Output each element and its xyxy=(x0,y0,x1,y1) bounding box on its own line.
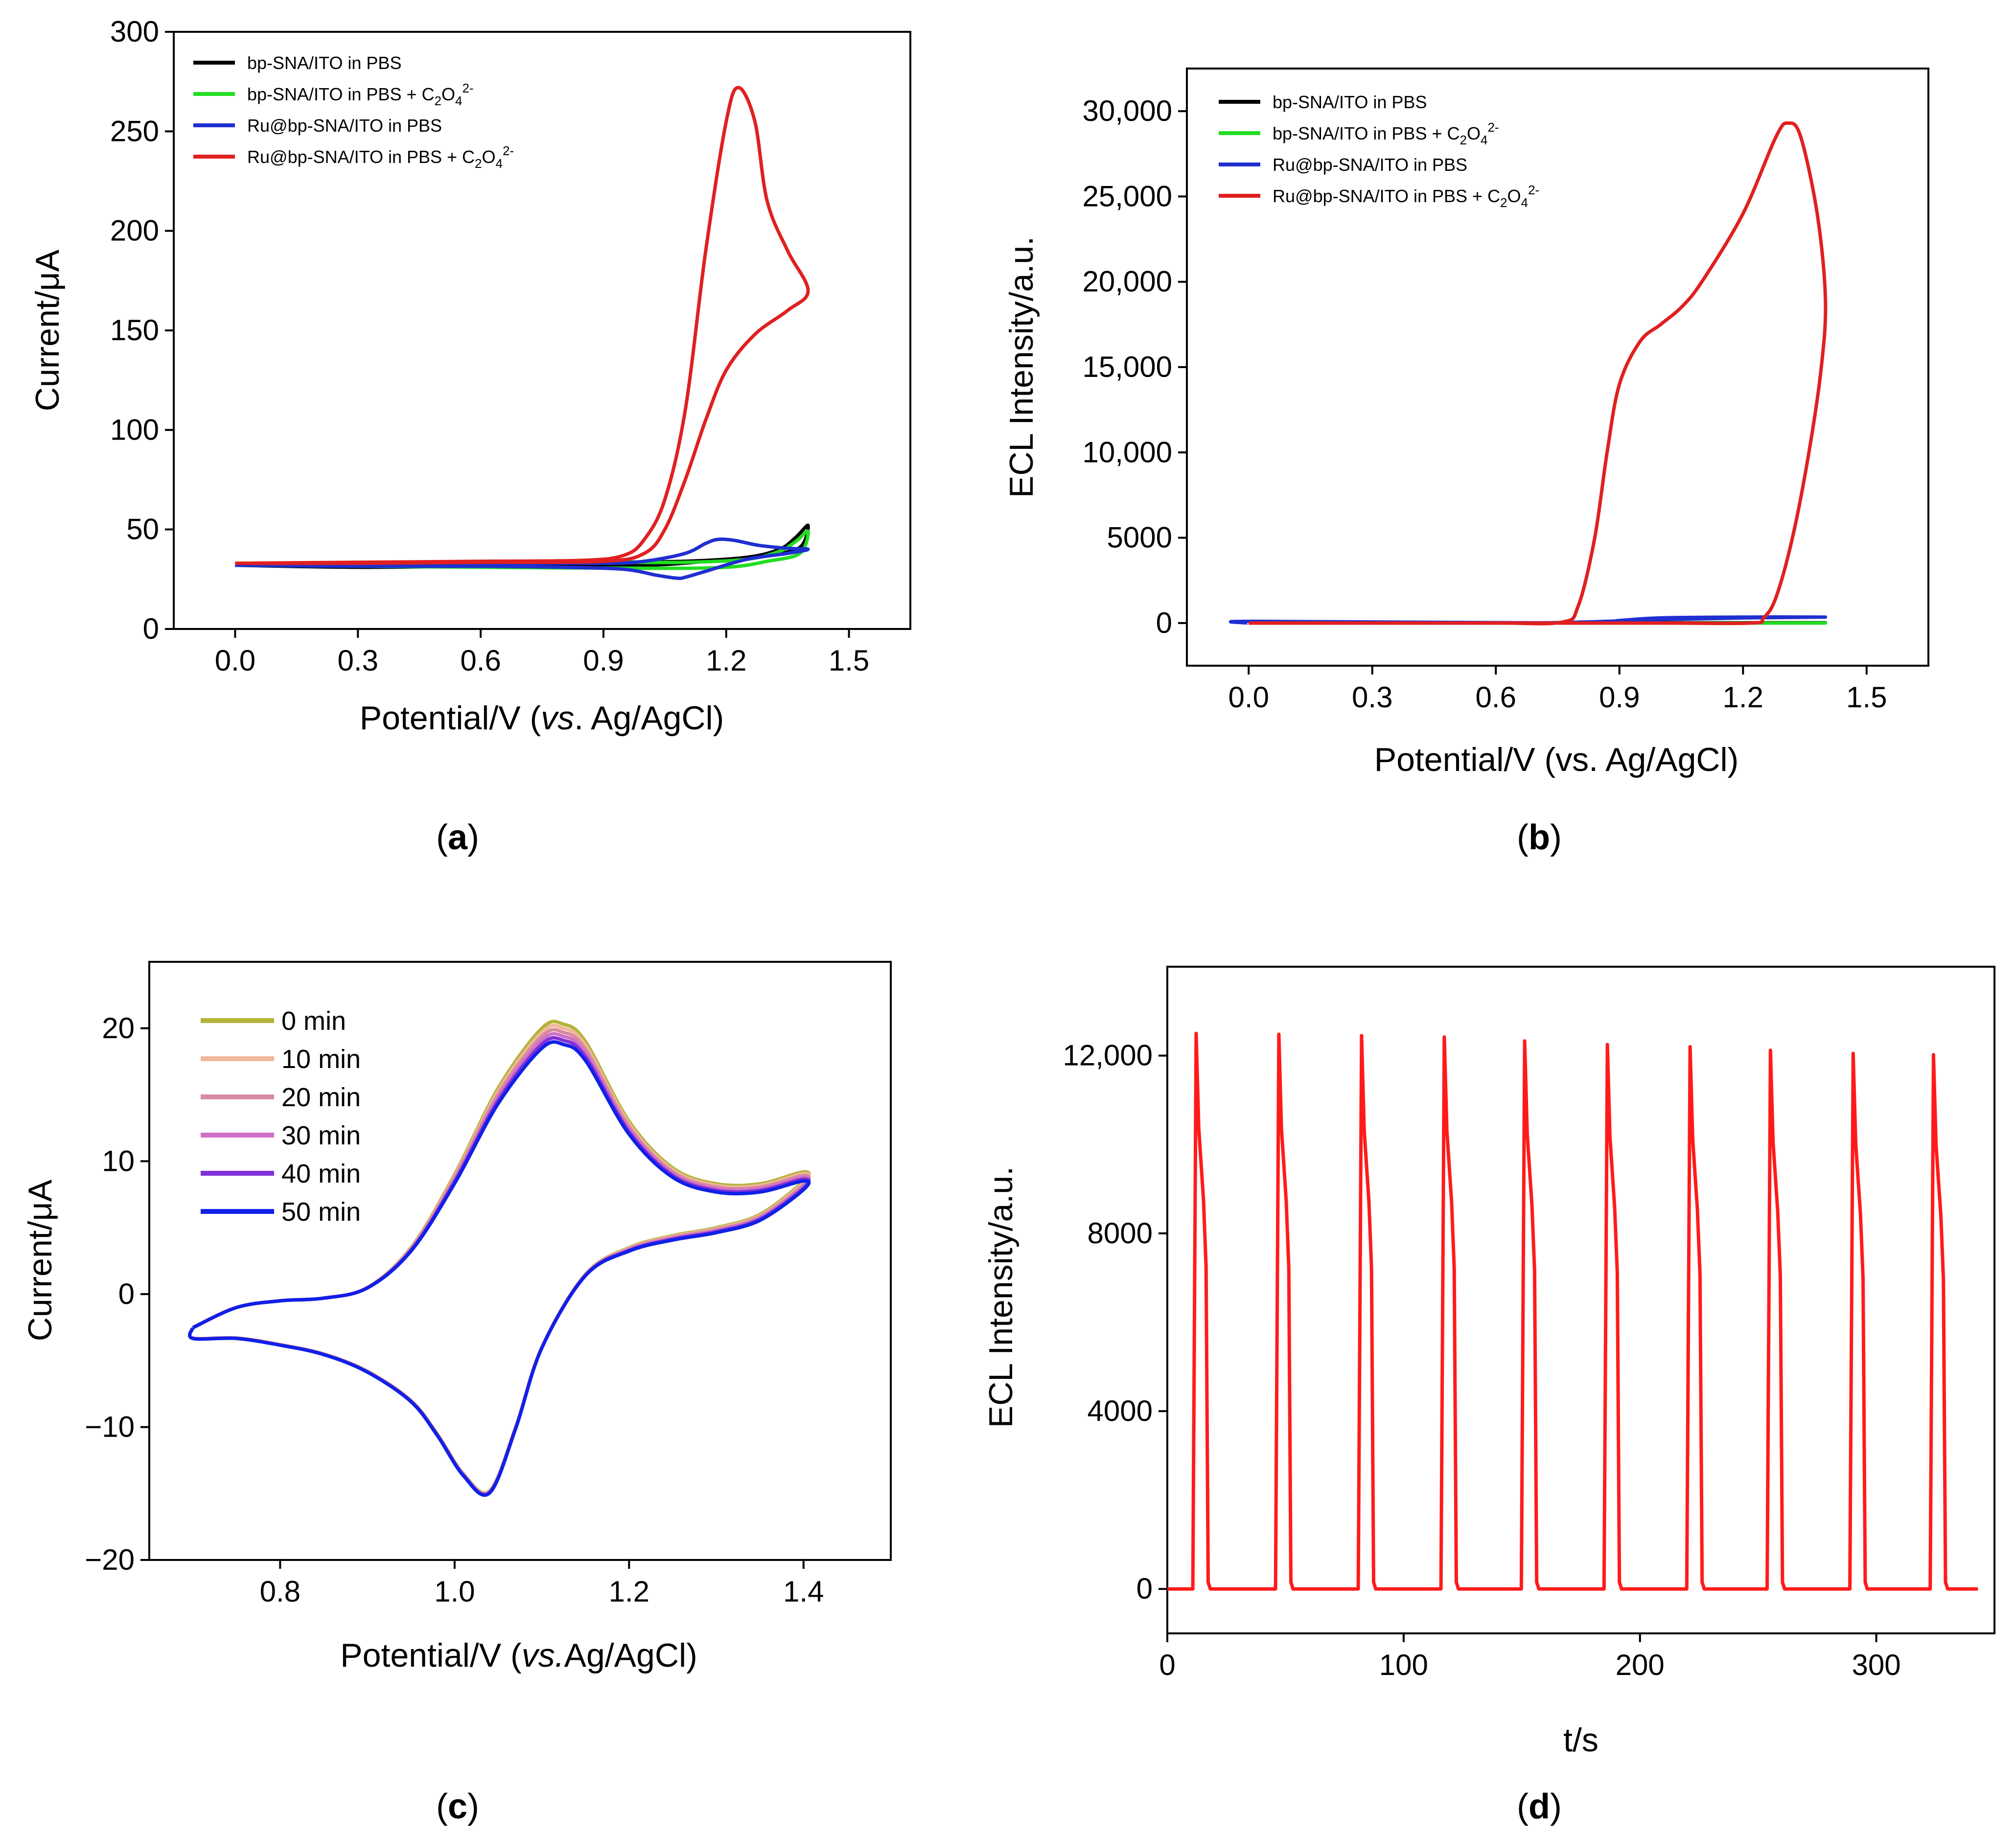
y-tick-label-b: 20,000 xyxy=(1082,265,1172,298)
ticks-c: 0.8 1.0 1.2 1.4 −20 −10 0 10 20 xyxy=(85,1012,824,1608)
y-tick-label-a: 200 xyxy=(110,214,159,247)
x-axis-label-c: Potential/V (vs.Ag/AgCl) xyxy=(340,1637,697,1674)
ticks-d: 0 100 200 300 0 4000 8000 12,000 xyxy=(1063,1039,1900,1681)
x-tick-label-b: 0.0 xyxy=(1228,681,1269,714)
legend-label-b: Ru@bp-SNA/ITO in PBS xyxy=(1273,155,1467,175)
x-tick-label-a: 0.0 xyxy=(215,644,255,677)
legend-label-c: 50 min xyxy=(281,1197,361,1227)
y-tick-label-b: 10,000 xyxy=(1082,436,1172,468)
series-c xyxy=(188,1020,811,1497)
ticks-b: 0.0 0.3 0.6 0.9 1.2 1.5 0 5000 10,000 15,000 20,00… xyxy=(1082,94,1887,714)
y-tick-label-a: 150 xyxy=(110,314,159,347)
legend-label-c: 0 min xyxy=(281,1006,346,1036)
x-axis-label-d: t/s xyxy=(1563,1721,1599,1759)
x-axis-label-a: Potential/V (vs. Ag/AgCl) xyxy=(360,699,724,737)
x-tick-label-d: 200 xyxy=(1616,1649,1665,1681)
x-tick-label-c: 1.4 xyxy=(783,1575,824,1608)
x-tick-label-d: 100 xyxy=(1379,1649,1428,1681)
y-tick-label-b: 15,000 xyxy=(1082,350,1172,383)
y-tick-label-c: −10 xyxy=(85,1410,135,1443)
legend-label-c: 30 min xyxy=(281,1121,361,1150)
x-tick-label-a: 1.5 xyxy=(829,644,869,677)
y-tick-label-b: 5000 xyxy=(1107,521,1172,554)
caption-c: (c) xyxy=(436,1787,479,1826)
y-tick-label-c: −20 xyxy=(85,1543,135,1576)
x-tick-label-b: 0.3 xyxy=(1352,681,1392,714)
legend-label-a: Ru@bp-SNA/ITO in PBS xyxy=(247,116,442,136)
x-tick-label-b: 0.9 xyxy=(1599,681,1640,714)
y-tick-label-d: 0 xyxy=(1136,1572,1153,1605)
x-tick-label-a: 0.6 xyxy=(460,644,501,677)
x-tick-label-a: 1.2 xyxy=(706,644,746,677)
x-tick-label-a: 0.3 xyxy=(338,644,378,677)
y-tick-label-a: 100 xyxy=(110,413,159,446)
series-line-c-5 xyxy=(188,1040,811,1497)
panel-d: 0 100 200 300 0 4000 8000 12,000 t/s ECL Intens… xyxy=(982,966,1995,1826)
y-tick-label-c: 10 xyxy=(102,1144,135,1177)
y-tick-label-d: 8000 xyxy=(1088,1217,1153,1250)
legend-a: bp-SNA/ITO in PBS bp-SNA/ITO in PBS + C2O… xyxy=(193,53,514,171)
y-tick-label-c: 20 xyxy=(102,1012,135,1045)
legend-label-b: bp-SNA/ITO in PBS + C2O42- xyxy=(1273,120,1499,147)
legend-label-b: Ru@bp-SNA/ITO in PBS + C2O42- xyxy=(1273,183,1539,210)
x-tick-label-b: 0.6 xyxy=(1476,681,1516,714)
legend-label-c: 10 min xyxy=(281,1045,361,1074)
x-tick-label-a: 0.9 xyxy=(583,644,624,677)
series-line-d-0 xyxy=(1167,1031,1978,1591)
caption-a: (a) xyxy=(436,818,479,857)
x-tick-label-d: 0 xyxy=(1159,1649,1175,1681)
legend-label-c: 20 min xyxy=(281,1083,361,1112)
x-tick-label-c: 1.2 xyxy=(609,1575,649,1608)
y-axis-label-c: Current/μA xyxy=(22,1179,59,1341)
x-axis-label-b: Potential/V (vs. Ag/AgCl) xyxy=(1374,741,1739,778)
y-axis-label-a: Current/μA xyxy=(29,249,66,411)
x-tick-label-c: 0.8 xyxy=(260,1575,301,1608)
caption-d: (d) xyxy=(1517,1787,1562,1826)
legend-c: 0 min 10 min 20 min 30 min 40 min 50 min xyxy=(201,1006,361,1227)
y-tick-label-b: 25,000 xyxy=(1082,180,1172,212)
legend-label-b: bp-SNA/ITO in PBS xyxy=(1273,92,1427,112)
legend-b: bp-SNA/ITO in PBS bp-SNA/ITO in PBS + C2O… xyxy=(1219,92,1539,210)
x-tick-label-c: 1.0 xyxy=(434,1575,475,1608)
y-tick-label-b: 30,000 xyxy=(1082,94,1172,127)
y-tick-label-a: 0 xyxy=(143,612,159,645)
y-axis-label-d: ECL Intensity/a.u. xyxy=(982,1166,1020,1428)
y-axis-label-b: ECL Intensity/a.u. xyxy=(1003,236,1040,498)
panel-c: 0.8 1.0 1.2 1.4 −20 −10 0 10 20 0 min 10 min 20 mi… xyxy=(22,961,892,1826)
series-a xyxy=(235,86,810,581)
series-line-a-3 xyxy=(235,86,810,565)
plot-frame-c xyxy=(148,961,892,1561)
panel-b: 0.0 0.3 0.6 0.9 1.2 1.5 0 5000 10,000 15,000 20,00… xyxy=(1003,68,1929,857)
x-tick-label-b: 1.5 xyxy=(1846,681,1887,714)
y-tick-label-a: 250 xyxy=(110,115,159,147)
panel-a: 0.0 0.3 0.6 0.9 1.2 1.5 0 50 100 150 200 250 300 bp-… xyxy=(29,15,911,857)
y-tick-label-b: 0 xyxy=(1156,606,1172,639)
plot-frame-d xyxy=(1166,966,1995,1634)
y-tick-label-d: 12,000 xyxy=(1063,1039,1153,1072)
y-tick-label-d: 4000 xyxy=(1088,1395,1153,1427)
series-line-b-3 xyxy=(1249,121,1828,626)
x-tick-label-b: 1.2 xyxy=(1723,681,1763,714)
ticks-a: 0.0 0.3 0.6 0.9 1.2 1.5 0 50 100 150 200 250 300 xyxy=(110,15,869,677)
caption-b: (b) xyxy=(1517,818,1562,857)
x-tick-label-d: 300 xyxy=(1852,1649,1901,1681)
y-tick-label-a: 50 xyxy=(126,513,159,546)
y-tick-label-c: 0 xyxy=(118,1278,135,1310)
y-tick-label-a: 300 xyxy=(110,15,159,48)
series-d xyxy=(1167,1031,1978,1591)
legend-label-a: bp-SNA/ITO in PBS xyxy=(247,53,401,73)
legend-label-a: Ru@bp-SNA/ITO in PBS + C2O42- xyxy=(247,143,514,171)
legend-label-c: 40 min xyxy=(281,1159,361,1188)
series-b xyxy=(1229,121,1828,626)
legend-label-a: bp-SNA/ITO in PBS + C2O42- xyxy=(247,81,474,108)
